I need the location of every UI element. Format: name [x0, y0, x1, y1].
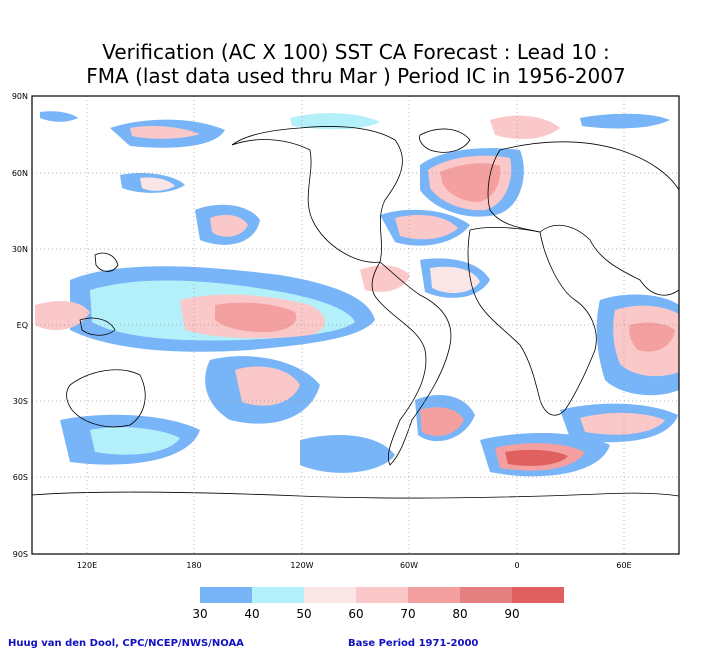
lat-label: EQ — [17, 321, 28, 330]
legend-swatch — [460, 587, 512, 603]
legend-label: 60 — [348, 607, 363, 621]
legend-swatch — [200, 587, 252, 603]
legend-swatch — [304, 587, 356, 603]
lat-axis: 90N 60N 30N EQ 30S 60S 90S — [12, 92, 28, 559]
lon-label: 0 — [514, 561, 519, 570]
lon-label: 120E — [77, 561, 97, 570]
map-frame — [31, 95, 680, 555]
map-title-line1: Verification (AC X 100) SST CA Forecast … — [102, 40, 610, 64]
lat-label: 60N — [12, 169, 28, 178]
lat-label: 60S — [13, 473, 28, 482]
map-area — [32, 111, 679, 499]
legend-swatch — [252, 587, 304, 603]
lat-label: 90N — [12, 92, 28, 101]
gridlines — [32, 96, 679, 554]
lon-label: 60E — [616, 561, 631, 570]
lat-label: 90S — [13, 550, 28, 559]
coastlines — [32, 126, 679, 499]
map-title-line2: FMA (last data used thru Mar ) Period IC… — [86, 64, 626, 88]
credit-text: Huug van den Dool, CPC/NCEP/NWS/NOAA — [8, 638, 244, 649]
color-legend: 30 40 50 60 70 80 90 — [192, 587, 564, 621]
legend-label: 40 — [244, 607, 259, 621]
legend-label: 50 — [296, 607, 311, 621]
lon-axis: 120E 180 120W 60W 0 60E — [77, 561, 632, 570]
lat-label: 30N — [12, 245, 28, 254]
legend-label: 70 — [400, 607, 415, 621]
legend-swatch — [356, 587, 408, 603]
base-period-text: Base Period 1971-2000 — [348, 638, 479, 649]
shading-layer — [35, 111, 679, 477]
lon-label: 60W — [400, 561, 418, 570]
lat-label: 30S — [13, 397, 28, 406]
sst-correlation-map: 90N 60N 30N EQ 30S 60S 90S 120E 180 120W… — [12, 92, 680, 621]
lon-label: 180 — [186, 561, 201, 570]
legend-swatch — [408, 587, 460, 603]
legend-label: 90 — [504, 607, 519, 621]
legend-label: 30 — [192, 607, 207, 621]
lon-label: 120W — [290, 561, 313, 570]
legend-label: 80 — [452, 607, 467, 621]
legend-swatch — [512, 587, 564, 603]
